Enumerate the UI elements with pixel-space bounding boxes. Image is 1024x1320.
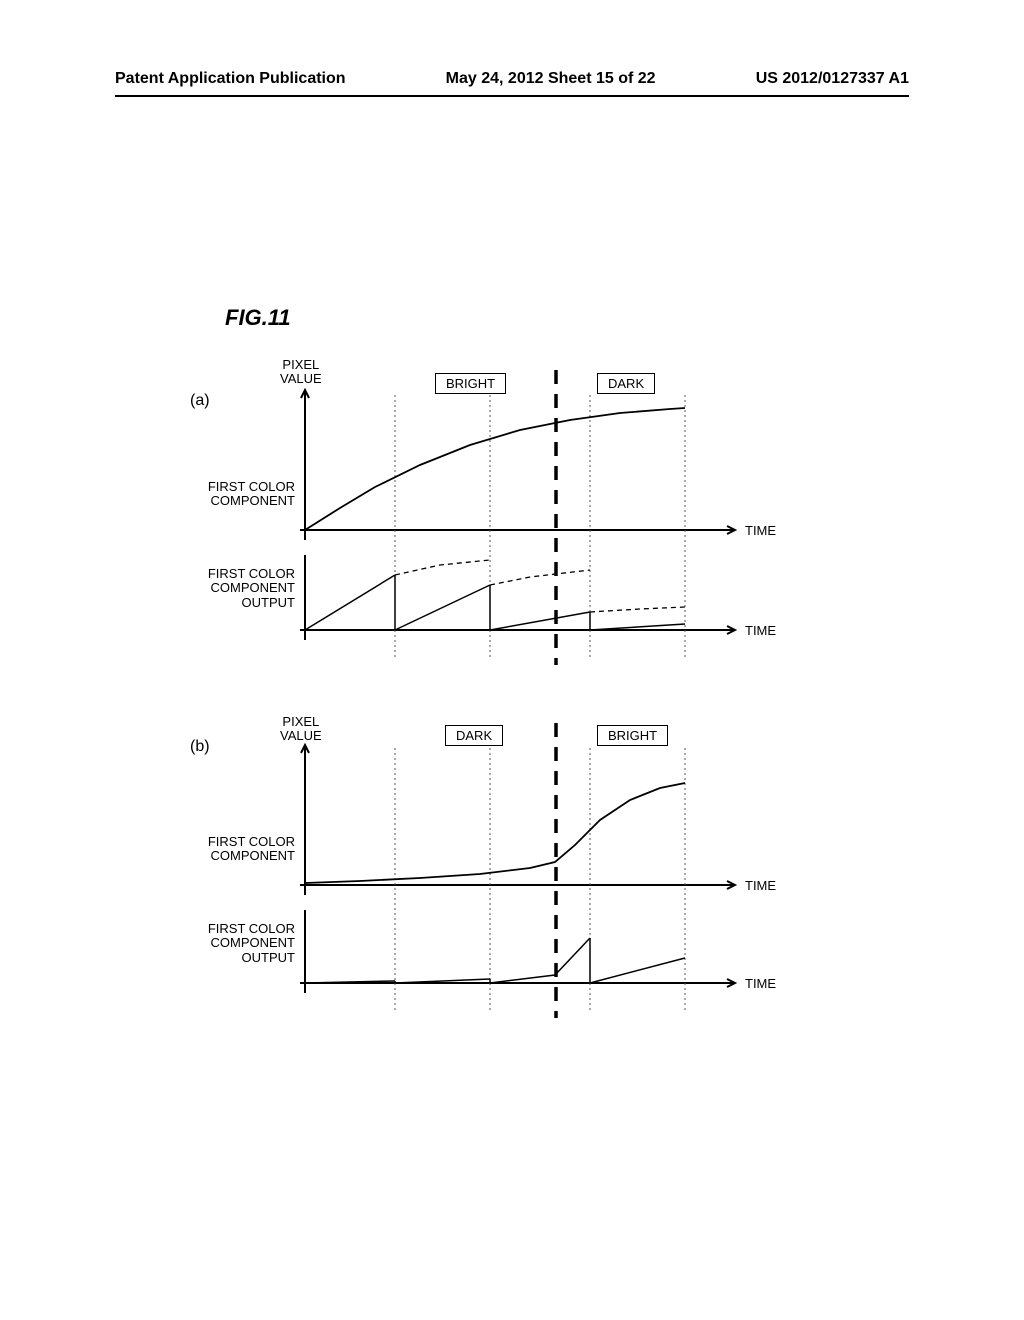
panel-a-time-2: TIME xyxy=(745,623,776,638)
panel-a-label: (a) xyxy=(190,392,210,410)
header-center: May 24, 2012 Sheet 15 of 22 xyxy=(446,70,656,88)
panel-a-left-label-1: FIRST COLORCOMPONENT xyxy=(195,480,295,509)
panel-b-box-dark: DARK xyxy=(445,725,503,746)
panel-b-left-label-1: FIRST COLORCOMPONENT xyxy=(195,835,295,864)
panel-b-time-2: TIME xyxy=(745,976,776,991)
panel-b-left-label-2: FIRST COLORCOMPONENTOUTPUT xyxy=(195,922,295,965)
panel-a-left-label-2: FIRST COLORCOMPONENTOUTPUT xyxy=(195,567,295,610)
figure-title: FIG.11 xyxy=(225,305,291,331)
header-right: US 2012/0127337 A1 xyxy=(756,70,909,88)
panel-b-box-bright: BRIGHT xyxy=(597,725,668,746)
page-header: Patent Application Publication May 24, 2… xyxy=(115,70,909,88)
panel-b-label: (b) xyxy=(190,738,210,756)
panel-b-time-1: TIME xyxy=(745,878,776,893)
panel-a-box-bright: BRIGHT xyxy=(435,373,506,394)
panel-a-yaxis: PIXELVALUE xyxy=(280,358,322,387)
panel-b-yaxis: PIXELVALUE xyxy=(280,715,322,744)
header-rule xyxy=(115,95,909,97)
panel-a-time-1: TIME xyxy=(745,523,776,538)
header-left: Patent Application Publication xyxy=(115,70,346,88)
panel-a-box-dark: DARK xyxy=(597,373,655,394)
panel-a-svg xyxy=(0,0,1024,1320)
panel-b-svg xyxy=(0,0,1024,1320)
